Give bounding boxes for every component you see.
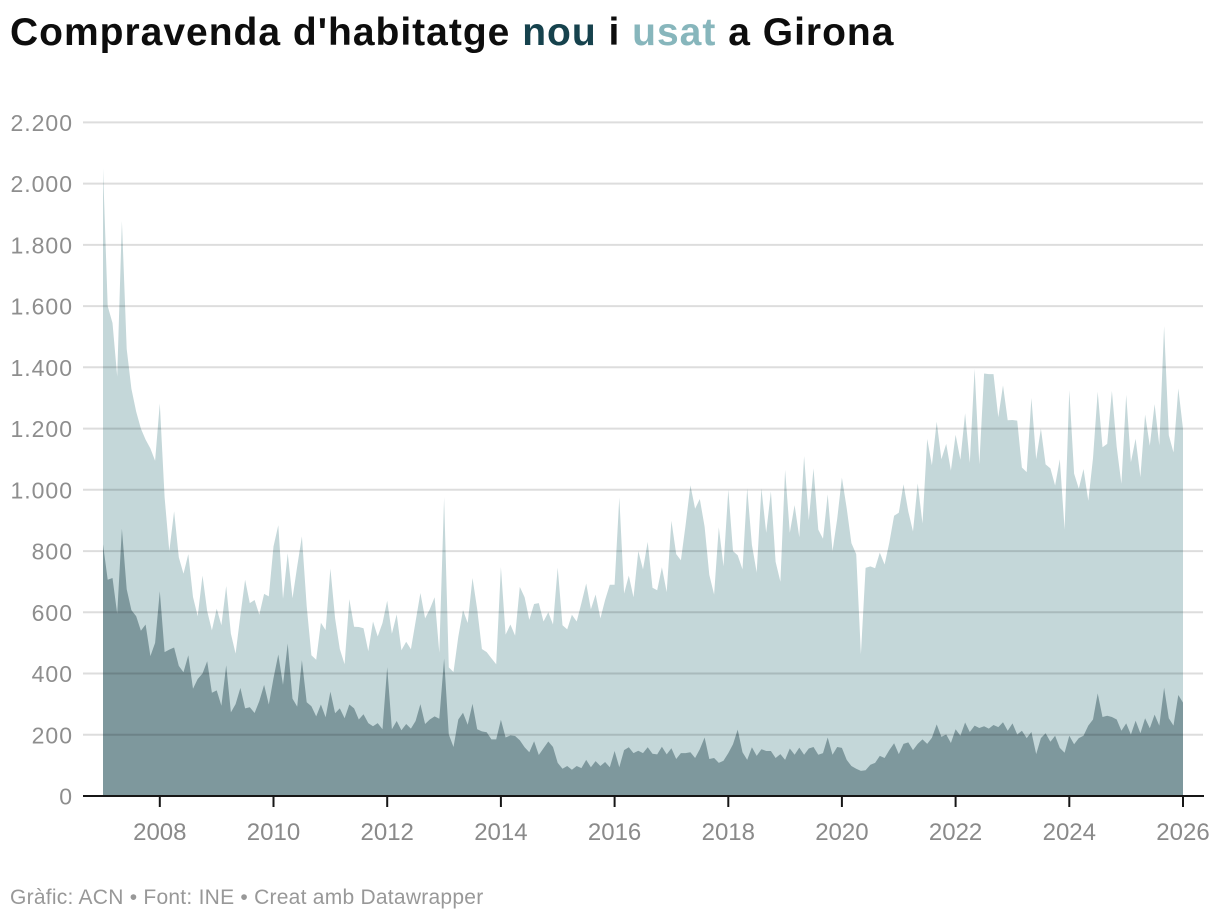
svg-text:2022: 2022 xyxy=(929,819,982,846)
svg-text:2024: 2024 xyxy=(1043,819,1096,846)
svg-text:800: 800 xyxy=(32,539,73,565)
svg-text:1.200: 1.200 xyxy=(10,416,73,442)
svg-text:2026: 2026 xyxy=(1156,819,1209,846)
svg-text:2018: 2018 xyxy=(702,819,755,846)
svg-text:2012: 2012 xyxy=(361,819,414,846)
svg-text:2.200: 2.200 xyxy=(10,110,73,136)
svg-text:2008: 2008 xyxy=(133,819,186,846)
svg-text:2016: 2016 xyxy=(588,819,641,846)
svg-text:1.600: 1.600 xyxy=(10,294,73,320)
svg-text:200: 200 xyxy=(32,722,73,748)
svg-text:2.000: 2.000 xyxy=(10,171,73,197)
svg-text:2010: 2010 xyxy=(247,819,300,846)
svg-text:2014: 2014 xyxy=(474,819,527,846)
svg-text:1.800: 1.800 xyxy=(10,232,73,258)
svg-text:400: 400 xyxy=(32,661,73,687)
svg-text:1.000: 1.000 xyxy=(10,477,73,503)
svg-text:600: 600 xyxy=(32,600,73,626)
svg-text:1.400: 1.400 xyxy=(10,355,73,381)
svg-text:0: 0 xyxy=(59,784,73,810)
svg-text:2020: 2020 xyxy=(815,819,868,846)
